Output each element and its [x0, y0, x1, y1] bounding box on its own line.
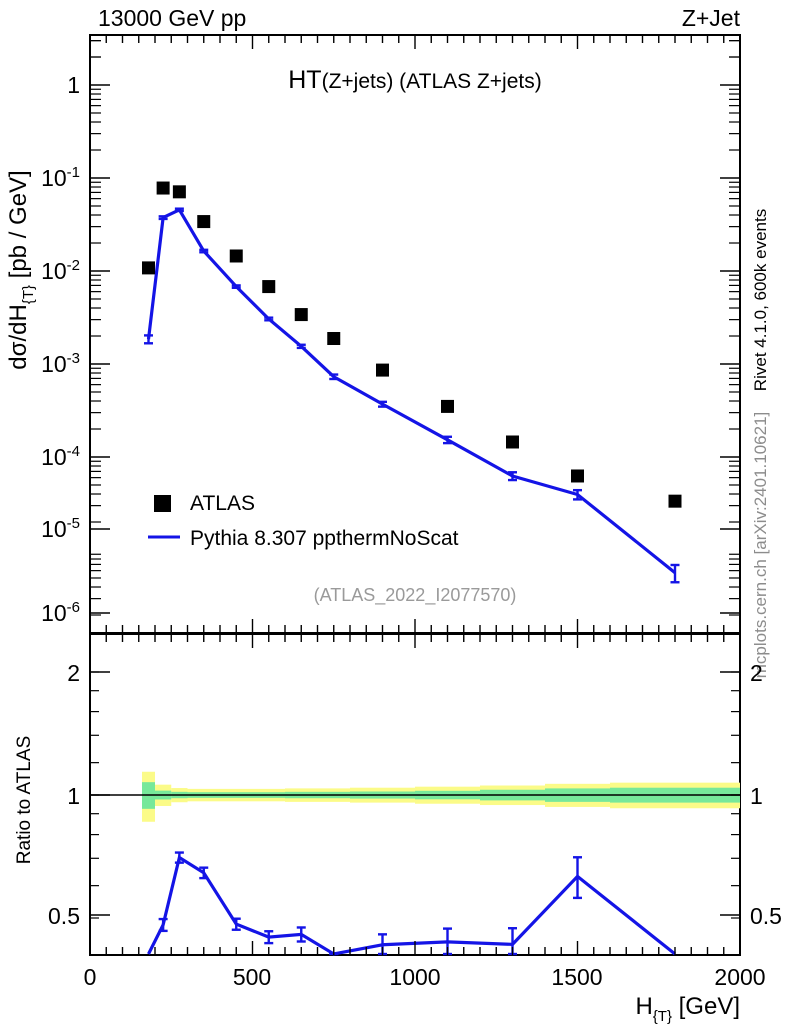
- ytick-1: 1: [67, 72, 80, 98]
- svg-text:10-3: 10-3: [41, 350, 80, 377]
- ratio-y-tick-labels: 2 1 0.5 2 1 0.5: [48, 660, 782, 929]
- ratio-ytick-2-right: 2: [750, 660, 763, 686]
- atlas-data-point: [229, 249, 243, 263]
- ytick-1e-3: 10-3: [41, 350, 80, 377]
- xtick-2000: 2000: [714, 964, 765, 990]
- ratio-ylabel: Ratio to ATLAS: [14, 736, 35, 865]
- main-y-ticks: [90, 84, 740, 614]
- ytick-1e-6: 10-6: [41, 599, 80, 626]
- ratio-y-minor-ticks: [90, 671, 740, 919]
- ytick-1e-4: 10-4: [41, 443, 80, 470]
- atlas-data-point: [441, 399, 454, 413]
- svg-text:10-2: 10-2: [41, 257, 80, 284]
- atlas-data-point: [197, 215, 211, 229]
- ratio-ytick-05-right: 0.5: [750, 903, 782, 929]
- main-y-tick-labels: 1 10-1 10-2 10-3 10-4 10-5 10-6: [41, 72, 80, 626]
- ratio-ytick-1-left: 1: [67, 783, 80, 809]
- atlas-data-point: [327, 332, 341, 346]
- svg-text:10-6: 10-6: [41, 599, 80, 626]
- watermark-label: (ATLAS_2022_I2077570): [314, 585, 517, 606]
- xtick-500: 500: [233, 964, 271, 990]
- rivet-version-label: Rivet 4.1.0, 600k events: [751, 209, 770, 391]
- ytick-1e-2: 10-2: [41, 257, 80, 284]
- main-ylabel: dσ/dH{T} [pb / GeV]: [5, 170, 37, 369]
- atlas-data-point: [156, 181, 170, 195]
- ytick-1e-1: 10-1: [41, 164, 80, 191]
- xaxis-title: H{T} [GeV]: [635, 993, 740, 1024]
- svg-text:Ratio to ATLAS: Ratio to ATLAS: [14, 736, 35, 865]
- main-x-ticks: [89, 35, 741, 633]
- xtick-1500: 1500: [551, 964, 602, 990]
- atlas-data-point: [376, 363, 389, 377]
- svg-text:10-1: 10-1: [41, 164, 80, 191]
- svg-text:Rivet 4.1.0, 600k events: Rivet 4.1.0, 600k events: [751, 209, 770, 391]
- atlas-data-point: [294, 308, 308, 322]
- ratio-panel-data: [147, 851, 676, 956]
- ratio-ytick-2-left: 2: [67, 660, 80, 686]
- ratio-ytick-05-left: 0.5: [48, 903, 80, 929]
- atlas-data-point: [668, 494, 682, 508]
- ratio-ytick-1-right: 1: [750, 783, 763, 809]
- main-y-minor-ticks: [90, 40, 740, 616]
- svg-text:10-4: 10-4: [41, 443, 80, 470]
- ratio-x-ticks: [89, 634, 741, 955]
- legend-label-pythia: Pythia 8.307 ppthermNoScat: [190, 527, 459, 550]
- legend-marker-atlas: [154, 495, 171, 512]
- svg-text:dσ/dH{T} [pb / GeV]: dσ/dH{T} [pb / GeV]: [5, 170, 37, 369]
- pythia-line: [146, 207, 677, 574]
- svg-text:mcplots.cern.ch [arXiv:2401.10: mcplots.cern.ch [arXiv:2401.10621]: [751, 412, 770, 678]
- main-panel-data: [142, 181, 682, 584]
- legend: ATLAS Pythia 8.307 ppthermNoScat: [148, 492, 459, 550]
- atlas-data-point: [506, 435, 519, 449]
- mcplots-url-label: mcplots.cern.ch [arXiv:2401.10621]: [751, 412, 770, 678]
- xtick-1000: 1000: [389, 964, 440, 990]
- header-left-label: 13000 GeV pp: [98, 5, 246, 31]
- header-right-label: Z+Jet: [682, 5, 741, 31]
- plot-title: HT(Z+jets) (ATLAS Z+jets): [288, 66, 541, 94]
- legend-label-atlas: ATLAS: [190, 492, 255, 515]
- ratio-uncertainty-bands: [142, 771, 740, 822]
- atlas-data-point: [262, 280, 276, 294]
- xtick-0: 0: [84, 964, 97, 990]
- svg-text:10-5: 10-5: [41, 515, 80, 542]
- x-tick-labels: 0 500 1000 1500 2000: [84, 964, 766, 990]
- atlas-data-point: [571, 469, 584, 483]
- ytick-1e-5: 10-5: [41, 515, 80, 542]
- atlas-data-point: [142, 261, 155, 275]
- atlas-data-point: [172, 185, 186, 199]
- ratio-pythia-line: [147, 854, 676, 956]
